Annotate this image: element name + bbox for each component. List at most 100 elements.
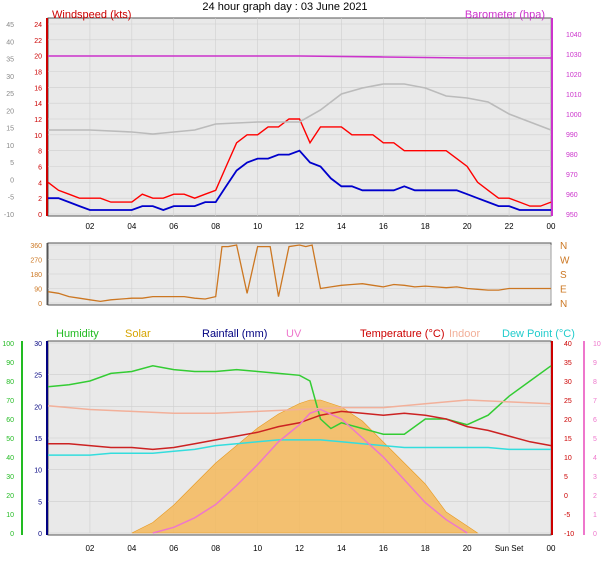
wind-x-tick: 12 xyxy=(295,222,304,231)
baro-tick: 960 xyxy=(566,192,578,199)
dir-left-tick: 0 xyxy=(38,301,42,308)
series-avg-line xyxy=(48,149,551,211)
temp-tick: -5 xyxy=(564,512,570,519)
humidity-tick: 60 xyxy=(6,417,14,424)
dir-left-tick: 270 xyxy=(30,258,42,265)
humidity-tick: 100 xyxy=(2,341,14,348)
multi-x-tick: 02 xyxy=(85,544,94,553)
uv-tick: 0 xyxy=(593,531,597,538)
rain-tick: 25 xyxy=(34,373,42,380)
temp-tick: 20 xyxy=(564,417,572,424)
legend-solar: Solar xyxy=(125,328,151,340)
humidity-tick: 80 xyxy=(6,379,14,386)
series-dir-line xyxy=(47,244,551,303)
baro-tick: 1030 xyxy=(566,52,582,59)
wind-outer-tick: 30 xyxy=(6,74,14,81)
multi-x-tick: 18 xyxy=(421,544,430,553)
series-indoor_trace-line xyxy=(48,83,552,135)
humidity-tick: 70 xyxy=(6,398,14,405)
wind-outer-tick: 40 xyxy=(6,39,14,46)
wind-left-tick: 12 xyxy=(34,117,42,124)
uv-tick: 2 xyxy=(593,493,597,500)
dir-compass-tick: N xyxy=(560,299,567,310)
uv-tick: 5 xyxy=(593,436,597,443)
rain-tick: 30 xyxy=(34,341,42,348)
baro-tick: 970 xyxy=(566,172,578,179)
wind-outer-tick: -5 xyxy=(8,195,14,202)
temp-tick: 15 xyxy=(564,436,572,443)
wind-x-tick: 02 xyxy=(85,222,94,231)
chart-title: 24 hour graph day : 03 June 2021 xyxy=(202,1,367,13)
chart-marks: 242220181614121086420454035302520151050-… xyxy=(2,18,601,553)
humidity-tick: 10 xyxy=(6,512,14,519)
temp-tick: 40 xyxy=(564,341,572,348)
temp-tick: 35 xyxy=(564,360,572,367)
legend-indoor: Indoor xyxy=(449,328,481,340)
rain-tick: 15 xyxy=(34,436,42,443)
baro-tick: 990 xyxy=(566,132,578,139)
temp-tick: 25 xyxy=(564,398,572,405)
wind-left-tick: 24 xyxy=(34,22,42,29)
wind-outer-tick: 10 xyxy=(6,143,14,150)
series-baro-line xyxy=(48,55,551,59)
multi-x-tick: 06 xyxy=(169,544,178,553)
multi-x-tick: Sun Set xyxy=(495,544,524,553)
baro-tick: 1020 xyxy=(566,72,582,79)
multi-x-tick: 16 xyxy=(379,544,388,553)
wind-left-tick: 16 xyxy=(34,85,42,92)
wind-x-tick: 16 xyxy=(379,222,388,231)
series-indoor-line xyxy=(47,399,552,415)
rain-tick: 0 xyxy=(38,531,42,538)
multi-x-tick: 20 xyxy=(463,544,472,553)
wind-x-tick: 14 xyxy=(337,222,346,231)
wind-outer-tick: 5 xyxy=(10,160,14,167)
rain-tick: 20 xyxy=(34,404,42,411)
uv-tick: 10 xyxy=(593,341,601,348)
wind-outer-tick: 20 xyxy=(6,108,14,115)
humidity-tick: 20 xyxy=(6,493,14,500)
multi-x-tick: 08 xyxy=(211,544,220,553)
wind-outer-tick: -10 xyxy=(4,212,14,219)
multi-x-tick: 10 xyxy=(253,544,262,553)
wind-outer-tick: 15 xyxy=(6,126,14,133)
legend-uv: UV xyxy=(286,328,302,340)
wind-x-tick: 10 xyxy=(253,222,262,231)
uv-tick: 6 xyxy=(593,417,597,424)
wind-left-tick: 22 xyxy=(34,38,42,45)
dir-left-tick: 180 xyxy=(30,272,42,279)
wind-left-tick: 4 xyxy=(38,180,42,187)
baro-tick: 1010 xyxy=(566,92,582,99)
uv-tick: 7 xyxy=(593,398,597,405)
wind-left-tick: 2 xyxy=(38,196,42,203)
wind-outer-tick: 35 xyxy=(6,57,14,64)
dir-compass-tick: S xyxy=(560,270,567,281)
series-gust-line xyxy=(47,118,552,207)
dir-compass-tick: W xyxy=(560,256,570,267)
humidity-tick: 90 xyxy=(6,360,14,367)
dir-left-tick: 90 xyxy=(34,287,42,294)
legend-temperature: Temperature (°C) xyxy=(360,328,444,340)
rain-tick: 10 xyxy=(34,468,42,475)
wind-x-tick: 08 xyxy=(211,222,220,231)
baro-tick: 1000 xyxy=(566,112,582,119)
legend-dewpoint: Dew Point (°C) xyxy=(502,328,575,340)
wind-x-tick: 22 xyxy=(505,222,514,231)
series-temperature-line xyxy=(48,410,552,451)
wind-left-tick: 6 xyxy=(38,165,42,172)
legend-humidity: Humidity xyxy=(56,328,99,340)
wind-x-tick: 20 xyxy=(463,222,472,231)
wind-outer-tick: 45 xyxy=(6,22,14,29)
wind-left-tick: 8 xyxy=(38,149,42,156)
barometer-axis-label: Barometer (hpa) xyxy=(465,9,545,21)
uv-tick: 8 xyxy=(593,379,597,386)
wind-x-tick: 18 xyxy=(421,222,430,231)
wind-left-tick: 20 xyxy=(34,54,42,61)
baro-tick: 950 xyxy=(566,212,578,219)
dir-compass-tick: N xyxy=(560,241,567,252)
wind-outer-tick: 0 xyxy=(10,177,14,184)
wind-x-tick: 04 xyxy=(127,222,136,231)
wind-outer-tick: 25 xyxy=(6,91,14,98)
series-humidity-line xyxy=(47,365,552,435)
wind-left-tick: 10 xyxy=(34,133,42,140)
